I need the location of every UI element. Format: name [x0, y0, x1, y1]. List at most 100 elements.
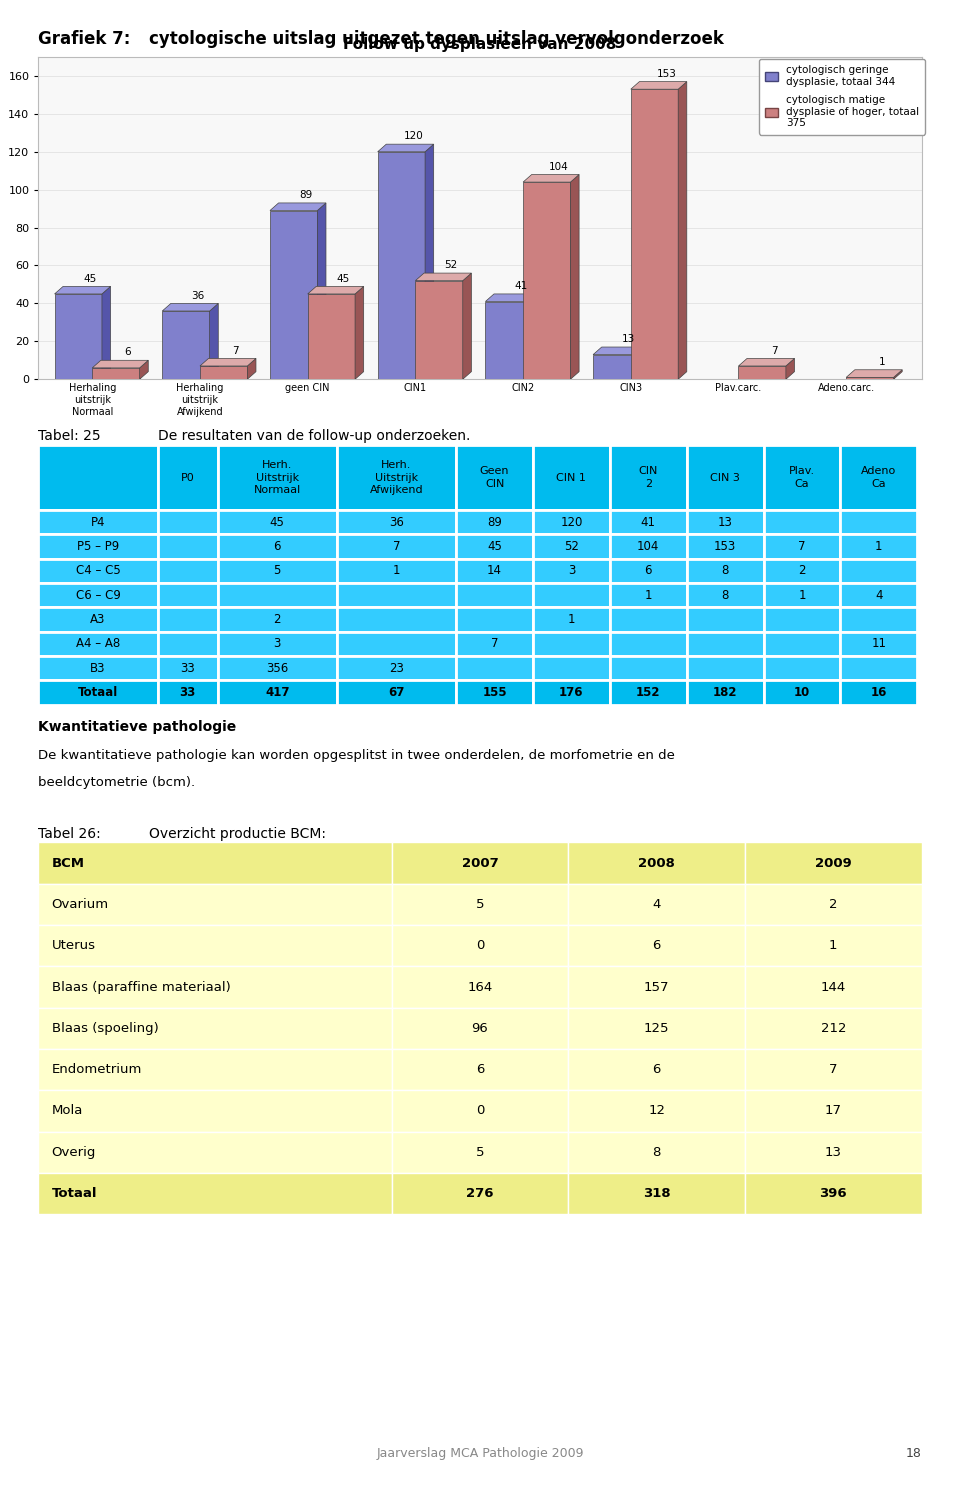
- Bar: [568, 925, 745, 967]
- Polygon shape: [846, 378, 894, 379]
- Bar: [763, 510, 840, 534]
- Bar: [392, 1090, 568, 1132]
- Text: 104: 104: [549, 162, 568, 172]
- Text: 5: 5: [476, 1145, 484, 1159]
- Bar: [568, 884, 745, 925]
- Text: 2009: 2009: [815, 856, 852, 869]
- Text: 45: 45: [337, 273, 349, 283]
- Bar: [686, 657, 763, 681]
- Bar: [218, 583, 337, 607]
- Polygon shape: [738, 358, 795, 366]
- Polygon shape: [55, 294, 102, 379]
- Bar: [745, 1049, 922, 1090]
- Text: 6: 6: [125, 348, 132, 357]
- Text: 176: 176: [559, 687, 584, 699]
- Text: 0: 0: [476, 1105, 484, 1117]
- Text: 14: 14: [487, 564, 502, 577]
- Text: 6: 6: [644, 564, 652, 577]
- Text: Plav.
Ca: Plav. Ca: [789, 466, 815, 489]
- Bar: [38, 884, 392, 925]
- Bar: [840, 559, 917, 583]
- Polygon shape: [92, 360, 148, 367]
- Text: Kwantitatieve pathologie: Kwantitatieve pathologie: [38, 720, 237, 733]
- Bar: [745, 884, 922, 925]
- Text: Totaal: Totaal: [78, 687, 118, 699]
- Polygon shape: [307, 286, 364, 294]
- Bar: [533, 445, 610, 510]
- Text: 155: 155: [482, 687, 507, 699]
- Bar: [218, 631, 337, 657]
- Text: 41: 41: [640, 516, 656, 529]
- Bar: [392, 1172, 568, 1214]
- Bar: [610, 559, 686, 583]
- Bar: [686, 607, 763, 631]
- Text: 33: 33: [180, 687, 196, 699]
- Bar: [38, 1007, 392, 1049]
- Bar: [840, 534, 917, 559]
- Bar: [745, 1007, 922, 1049]
- Bar: [745, 967, 922, 1007]
- Text: 144: 144: [821, 980, 846, 994]
- Text: 2008: 2008: [638, 856, 675, 869]
- Bar: [610, 657, 686, 681]
- Text: 1: 1: [875, 540, 882, 553]
- Text: 182: 182: [713, 687, 737, 699]
- Polygon shape: [162, 310, 209, 379]
- Bar: [392, 925, 568, 967]
- Bar: [840, 681, 917, 705]
- Text: P5 – P9: P5 – P9: [77, 540, 119, 553]
- Text: 11: 11: [872, 637, 886, 651]
- Bar: [157, 631, 218, 657]
- Text: 7: 7: [393, 540, 400, 553]
- Text: CIN 3: CIN 3: [710, 472, 740, 483]
- Polygon shape: [631, 90, 678, 379]
- Text: 2: 2: [274, 613, 281, 627]
- Text: 318: 318: [643, 1187, 670, 1201]
- Bar: [610, 681, 686, 705]
- Text: 5: 5: [274, 564, 281, 577]
- Text: 10: 10: [794, 687, 810, 699]
- Bar: [533, 681, 610, 705]
- Text: Uterus: Uterus: [52, 940, 96, 952]
- Bar: [157, 681, 218, 705]
- Polygon shape: [377, 144, 434, 151]
- Bar: [337, 681, 456, 705]
- Text: De resultaten van de follow-up onderzoeken.: De resultaten van de follow-up onderzoek…: [158, 429, 470, 442]
- Text: Jaarverslag MCA Pathologie 2009: Jaarverslag MCA Pathologie 2009: [376, 1447, 584, 1460]
- Bar: [568, 842, 745, 884]
- Text: A4 – A8: A4 – A8: [76, 637, 120, 651]
- Bar: [745, 1090, 922, 1132]
- Polygon shape: [593, 355, 640, 379]
- Bar: [763, 583, 840, 607]
- Polygon shape: [523, 174, 579, 181]
- Polygon shape: [523, 181, 570, 379]
- Text: Adeno
Ca: Adeno Ca: [861, 466, 897, 489]
- Bar: [456, 559, 533, 583]
- Text: 356: 356: [266, 661, 288, 675]
- Bar: [337, 445, 456, 510]
- Bar: [745, 925, 922, 967]
- Text: 45: 45: [270, 516, 285, 529]
- Text: 396: 396: [820, 1187, 847, 1201]
- Legend: cytologisch geringe
dysplasie, totaal 344, cytologisch matige
dysplasie of hoger: cytologisch geringe dysplasie, totaal 34…: [758, 58, 925, 135]
- Bar: [840, 510, 917, 534]
- Text: Mola: Mola: [52, 1105, 83, 1117]
- Polygon shape: [209, 303, 218, 379]
- Bar: [610, 510, 686, 534]
- Text: 41: 41: [515, 282, 528, 291]
- Bar: [840, 631, 917, 657]
- Text: A3: A3: [90, 613, 106, 627]
- Bar: [745, 1132, 922, 1172]
- Bar: [337, 510, 456, 534]
- Bar: [218, 559, 337, 583]
- Bar: [568, 1172, 745, 1214]
- Bar: [38, 1090, 392, 1132]
- Text: 89: 89: [299, 190, 312, 199]
- Text: 1: 1: [567, 613, 575, 627]
- Bar: [568, 1090, 745, 1132]
- Polygon shape: [355, 286, 364, 379]
- Text: Overig: Overig: [52, 1145, 96, 1159]
- Text: 13: 13: [825, 1145, 842, 1159]
- Text: 45: 45: [84, 273, 97, 283]
- Text: BCM: BCM: [52, 856, 84, 869]
